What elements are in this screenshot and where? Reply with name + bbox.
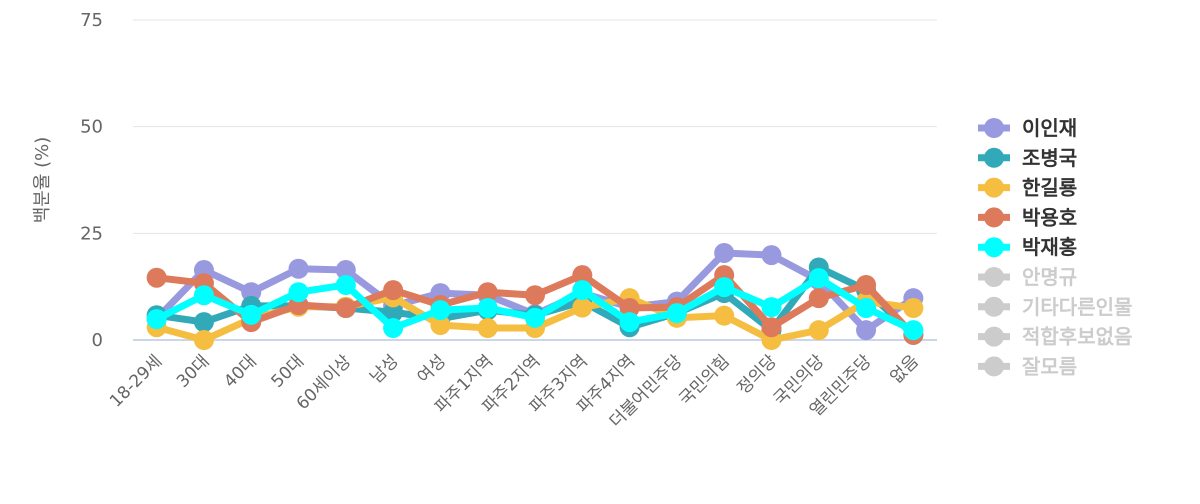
x-tick-label: 50대	[268, 351, 309, 392]
data-point[interactable]	[335, 298, 356, 318]
y-axis-ticks: 0 25 50 75	[80, 10, 103, 351]
legend-label: 조병국	[1022, 146, 1077, 170]
x-tick-label: 없음	[887, 351, 923, 387]
data-point[interactable]	[193, 285, 214, 306]
x-tick-label: 남성	[366, 351, 402, 387]
legend-item[interactable]: 안명규	[978, 265, 1077, 289]
data-point[interactable]	[714, 277, 735, 298]
data-point[interactable]	[808, 268, 829, 289]
data-point[interactable]	[146, 267, 167, 288]
legend-marker-icon	[984, 267, 1004, 287]
data-point[interactable]	[525, 285, 545, 306]
legend-label: 박용호	[1022, 205, 1077, 229]
y-tick-label: 50	[80, 117, 103, 138]
legend-item[interactable]: 박용호	[978, 205, 1077, 229]
legend-label: 잘모름	[1022, 354, 1077, 378]
data-point[interactable]	[572, 280, 593, 301]
data-point[interactable]	[288, 258, 309, 279]
data-point[interactable]	[383, 318, 404, 339]
x-tick-label: 국민의힘	[675, 351, 733, 409]
legend-marker-icon	[984, 147, 1004, 168]
data-point[interactable]	[335, 260, 356, 281]
x-tick-label: 18-29세	[106, 351, 166, 411]
data-point[interactable]	[383, 302, 404, 323]
y-tick-label: 0	[92, 330, 103, 351]
data-point[interactable]	[430, 300, 451, 321]
legend-item[interactable]: 적합후보없음	[978, 325, 1132, 349]
legend-marker-icon	[984, 118, 1004, 138]
data-point[interactable]	[288, 282, 309, 303]
legend-marker-icon	[984, 326, 1004, 347]
data-point[interactable]	[193, 312, 214, 333]
data-point[interactable]	[761, 317, 782, 338]
y-tick-label: 75	[80, 10, 103, 31]
data-point[interactable]	[903, 320, 924, 341]
legend-item[interactable]: 조병국	[978, 146, 1077, 170]
legend-marker-icon	[984, 177, 1004, 198]
legend-item[interactable]: 한길룡	[978, 176, 1077, 200]
x-tick-label: 여성	[414, 351, 450, 387]
data-point[interactable]	[619, 298, 640, 318]
data-point[interactable]	[146, 309, 167, 330]
legend-item[interactable]: 이인재	[978, 116, 1077, 140]
legend-marker-icon	[984, 237, 1004, 258]
data-point[interactable]	[761, 297, 782, 318]
data-point[interactable]	[525, 307, 545, 328]
data-point[interactable]	[856, 274, 877, 295]
data-point[interactable]	[714, 305, 735, 326]
data-point[interactable]	[572, 265, 593, 286]
legend-marker-icon	[984, 296, 1004, 317]
y-axis-title: 백분율 (%)	[32, 137, 53, 224]
y-tick-label: 25	[80, 223, 103, 244]
data-point[interactable]	[335, 274, 356, 295]
legend-item[interactable]: 기타다른인물	[978, 295, 1132, 319]
legend-label: 한길룡	[1022, 176, 1077, 200]
data-point[interactable]	[761, 245, 782, 266]
x-tick-label: 30대	[173, 351, 214, 392]
legend-label: 이인재	[1022, 116, 1077, 140]
gridlines	[133, 19, 937, 341]
data-point[interactable]	[856, 320, 877, 341]
legend-label: 기타다른인물	[1022, 295, 1132, 319]
data-point[interactable]	[714, 242, 735, 263]
legend-label: 박재홍	[1022, 235, 1077, 259]
legend-label: 적합후보없음	[1022, 325, 1132, 349]
data-point[interactable]	[572, 297, 593, 318]
data-point[interactable]	[241, 304, 262, 325]
data-point[interactable]	[477, 298, 498, 318]
data-point[interactable]	[808, 288, 829, 309]
legend-marker-icon	[984, 207, 1004, 228]
legend-item[interactable]: 박재홍	[978, 235, 1077, 259]
series-group	[146, 242, 924, 350]
legend-marker-icon	[984, 356, 1004, 377]
data-point[interactable]	[430, 315, 451, 336]
data-point[interactable]	[666, 303, 687, 324]
data-point[interactable]	[856, 298, 877, 318]
data-point[interactable]	[193, 330, 214, 350]
data-point[interactable]	[903, 298, 924, 318]
legend-item[interactable]: 잘모름	[978, 354, 1077, 378]
data-point[interactable]	[619, 312, 640, 333]
data-point[interactable]	[477, 282, 498, 303]
x-tick-label: 40대	[220, 351, 261, 392]
data-point[interactable]	[383, 280, 404, 301]
series-4	[146, 268, 924, 341]
data-point[interactable]	[477, 318, 498, 339]
legend-label: 안명규	[1022, 265, 1077, 289]
data-point[interactable]	[808, 320, 829, 341]
